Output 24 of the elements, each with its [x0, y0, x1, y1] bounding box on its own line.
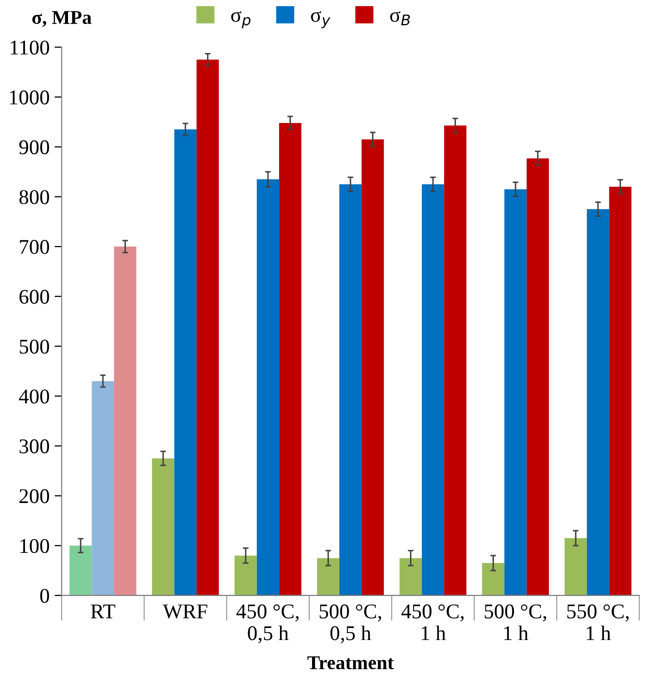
y-tick-label: 300: [20, 439, 50, 454]
y-tick-label: 500: [20, 340, 50, 354]
y-tick-label: 600: [19, 290, 50, 304]
y-axis-title: σ, MPa: [32, 11, 92, 27]
x-tick-label: 550 °C, 1 h: [567, 604, 629, 640]
y-tick-label: 0: [40, 588, 50, 603]
x-tick-label: 450 °C, 0,5 h: [236, 604, 299, 644]
legend-label: σ$_{B}$: [390, 11, 410, 26]
legend-label: σ$_{p}$: [231, 11, 250, 28]
x-axis-title: Treatment: [307, 656, 394, 670]
legend-label: σ$_{y}$: [310, 11, 330, 28]
y-tick-label: 200: [20, 489, 50, 504]
y-tick-label: 100: [20, 538, 50, 554]
y-tick-label: 1000: [10, 90, 50, 104]
x-tick-label: RT: [90, 604, 116, 618]
x-tick-label: 450 °C, 1 h: [401, 604, 464, 640]
y-tick-label: 1100: [10, 40, 50, 55]
y-tick-label: 400: [19, 389, 50, 404]
y-tick-label: 800: [19, 190, 50, 204]
x-tick-label: WRF: [162, 604, 208, 619]
x-tick-label: 500 °C, 0,5 h: [320, 604, 382, 644]
x-tick-label: 500 °C, 1 h: [484, 604, 546, 640]
y-tick-label: 700: [20, 240, 50, 254]
y-tick-label: 900: [19, 140, 50, 154]
